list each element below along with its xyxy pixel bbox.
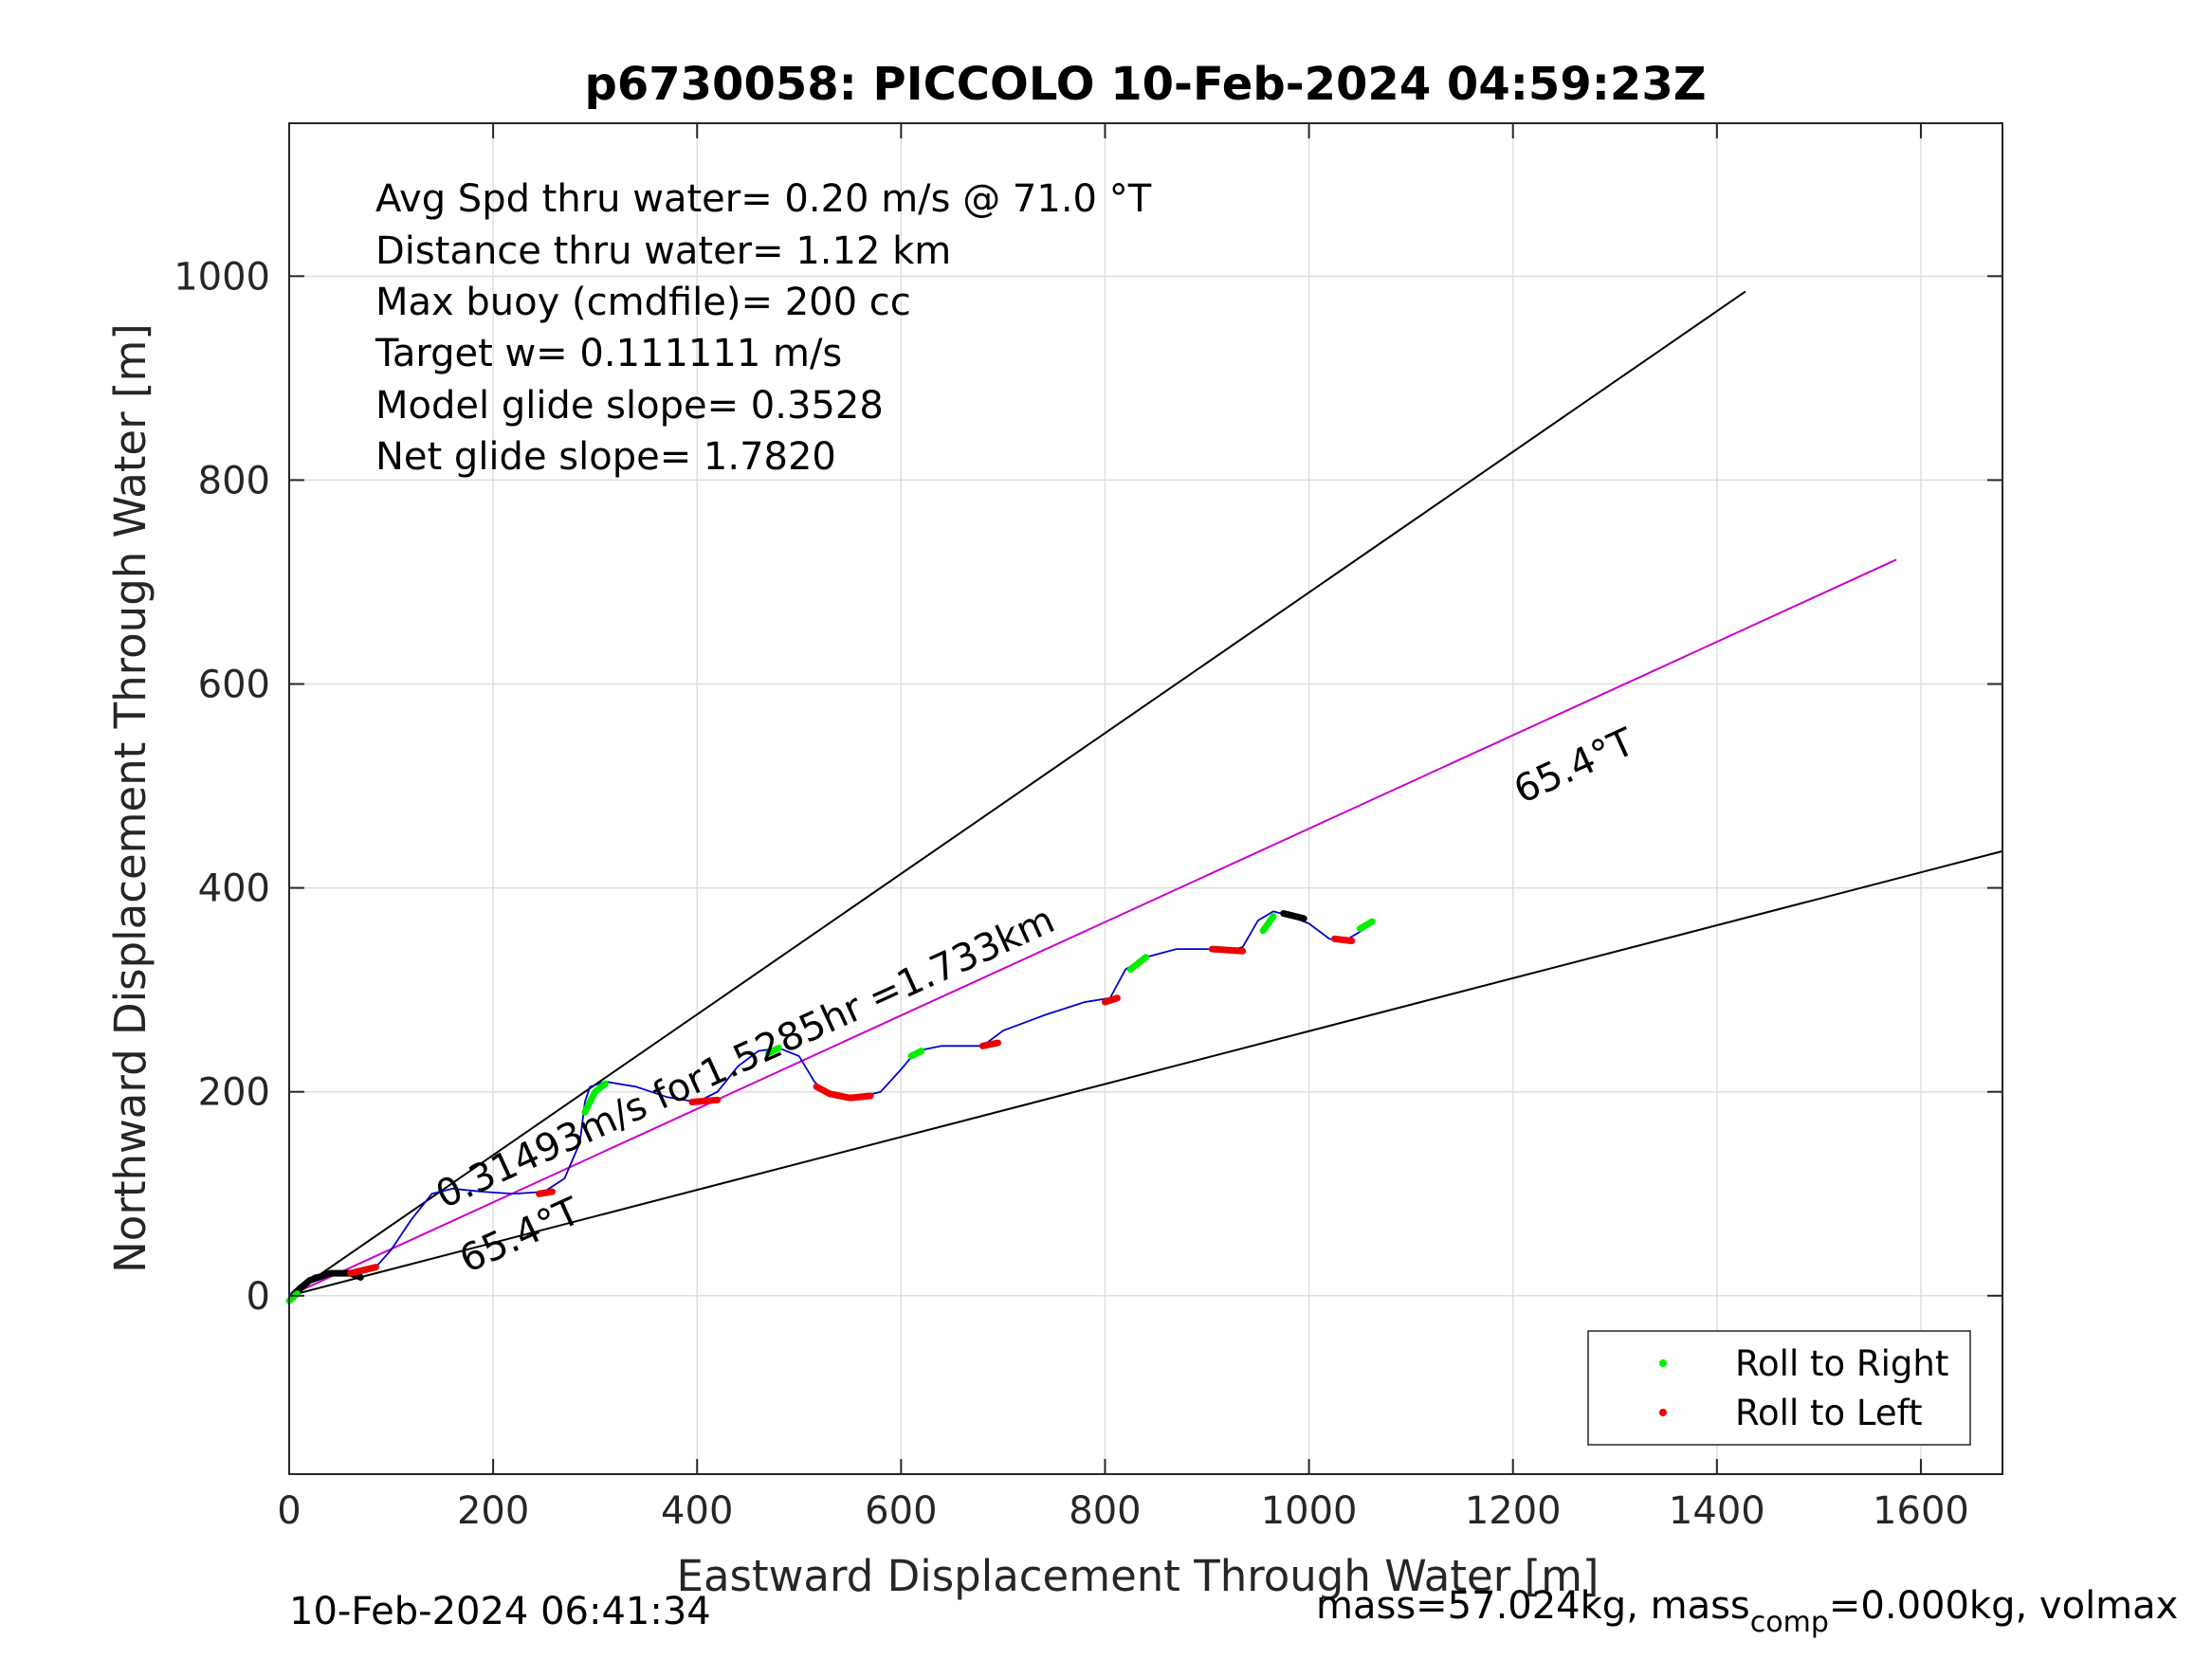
reference-lines [288,290,2003,1297]
roll-right-segment [581,1080,609,1116]
roll-left-segment [688,1096,722,1105]
roll-right-segment [1126,954,1149,974]
y-axis-label: Northward Displacement Through Water [m] [105,323,155,1273]
x-tick-label: 200 [457,1489,529,1533]
x-tick-label: 1200 [1465,1489,1562,1533]
legend-label-roll-right: Roll to Right [1735,1343,1948,1384]
roll-right-segment [1259,913,1277,935]
footer-mass-rest: =0.000kg, volmax [1829,1584,2178,1628]
y-tick-labels: 0 200 400 600 800 1000 [174,255,270,1318]
y-tick-label: 800 [198,459,270,502]
x-tick-label: 800 [1069,1489,1141,1533]
roll-left-segment [1101,994,1121,1006]
roll-markers [285,909,1376,1304]
x-tick-label: 1600 [1873,1489,1969,1533]
legend-box [1587,1330,1971,1446]
reference-line-upper [288,290,1746,1297]
no-roll-segment [1280,909,1307,922]
x-tick-label: 600 [865,1489,937,1533]
info-target-w: Target w= 0.111111 m/s [375,332,842,375]
footer-mass-main: mass=57.024kg, mass [1316,1584,1750,1628]
info-distance: Distance thru water= 1.12 km [375,229,951,273]
y-tick-label: 200 [198,1071,270,1115]
roll-left-segment [813,1083,874,1102]
x-tick-label: 400 [661,1489,733,1533]
x-tick-labels: 0 200 400 600 800 1000 1200 1400 1600 [277,1489,1969,1533]
y-tick-label: 600 [198,664,270,707]
info-avg-speed: Avg Spd thru water= 0.20 m/s @ 71.0 °T [375,177,1152,221]
roll-left-segment [978,1039,1002,1049]
legend-marker-roll-left [1659,1409,1667,1416]
x-tick-label: 1000 [1261,1489,1358,1533]
axis-ticks [288,123,2002,1474]
y-tick-label: 400 [198,867,270,911]
roll-right-segment [765,1044,782,1057]
roll-left-segment [347,1264,379,1277]
roll-right-segment [907,1048,925,1060]
footer-mass-info: mass=57.024kg, masscomp=0.000kg, volmax [1316,1584,2178,1639]
reference-line-lower [288,849,2003,1297]
x-axis-label: Eastward Displacement Through Water [m] [677,1551,1600,1601]
reference-line-current [288,558,1897,1297]
y-tick-label: 0 [247,1275,270,1319]
roll-right-segment [1356,918,1376,933]
x-tick-label: 1400 [1669,1489,1765,1533]
info-model-glide: Model glide slope= 0.3528 [375,384,884,428]
info-max-buoy: Max buoy (cmdfile)= 200 cc [375,281,911,324]
roll-left-segment [1208,945,1247,955]
roll-left-segment [1330,935,1356,945]
legend: Roll to Right Roll to Left [1587,1330,1971,1446]
x-tick-label: 0 [277,1489,301,1533]
roll-left-segment [536,1188,557,1197]
info-net-glide: Net glide slope= 1.7820 [375,435,836,479]
plot-area [289,123,2002,1474]
footer-mass-sub: comp [1750,1606,1829,1639]
footer-timestamp: 10-Feb-2024 06:41:34 [289,1590,711,1633]
grid [288,123,2002,1474]
legend-marker-roll-right [1659,1359,1667,1367]
plot-border [288,122,2003,1475]
y-tick-label: 1000 [174,255,270,299]
chart-title: p6730058: PICCOLO 10-Feb-2024 04:59:23Z [584,58,1706,111]
info-box: Avg Spd thru water= 0.20 m/s @ 71.0 °T D… [375,177,1152,479]
legend-label-roll-left: Roll to Left [1735,1393,1923,1433]
